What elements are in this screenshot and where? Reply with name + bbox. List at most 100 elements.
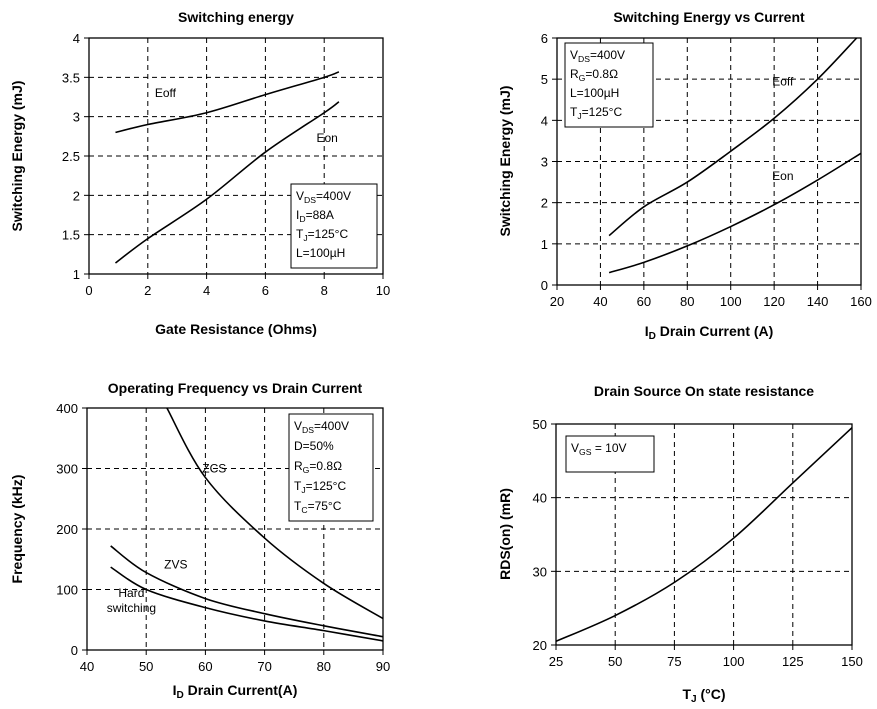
series-annotation: Eoff (772, 74, 794, 88)
y-axis-label: Switching Energy (mJ) (497, 86, 513, 237)
y-tick-label: 30 (533, 564, 547, 579)
chart-title: Operating Frequency vs Drain Current (108, 380, 363, 396)
series-line-eoff (115, 71, 340, 134)
series-annotation: Hard (118, 586, 144, 600)
x-tick-label: 50 (608, 654, 622, 669)
x-tick-label: 40 (80, 659, 94, 674)
series-annotation: switching (107, 601, 156, 615)
y-tick-label: 3 (541, 155, 548, 170)
chart-3: Operating Frequency vs Drain Current 40 50… (9, 380, 390, 701)
conditions-box-frame (290, 183, 378, 269)
conditions-box-frame (565, 435, 655, 473)
x-axis-label: ID Drain Current(A) (173, 682, 298, 701)
y-tick-label: 6 (541, 31, 548, 46)
conditions-line: RG=0.8Ω (570, 67, 618, 83)
y-tick-label: 1 (541, 237, 548, 252)
y-tick-label: 2 (541, 196, 548, 211)
series-annotation: Eoff (155, 86, 177, 100)
x-tick-label: 25 (549, 654, 563, 669)
chart-title: Switching Energy vs Current (613, 9, 805, 25)
series-line-zvs (110, 545, 384, 638)
series-line-eoff (608, 37, 858, 237)
y-tick-label: 300 (56, 462, 78, 477)
x-axis-label: ID Drain Current (A) (645, 323, 774, 342)
x-tick-label: 140 (807, 294, 829, 309)
x-tick-label: 100 (720, 294, 742, 309)
conditions-line: TJ=125°C (296, 227, 348, 243)
x-tick-label: 4 (203, 283, 210, 298)
series-line-rdson (555, 427, 853, 643)
x-axis-label: TJ (°C) (682, 686, 725, 705)
y-tick-label: 4 (73, 31, 80, 46)
x-tick-label: 125 (782, 654, 804, 669)
x-tick-label: 60 (198, 659, 212, 674)
conditions-line: TJ=125°C (570, 105, 622, 121)
conditions-line: VDS=400V (296, 189, 351, 205)
conditions-line: ID=88A (296, 208, 334, 224)
y-tick-label: 50 (533, 417, 547, 432)
conditions-line: VGS = 10V (571, 441, 627, 457)
x-tick-label: 60 (637, 294, 651, 309)
y-tick-label: 2 (73, 188, 80, 203)
x-tick-label: 8 (321, 283, 328, 298)
series-annotation: Eon (316, 131, 337, 145)
y-tick-label: 400 (56, 401, 78, 416)
x-axis-label: Gate Resistance (Ohms) (155, 321, 317, 337)
x-tick-label: 6 (262, 283, 269, 298)
x-tick-label: 150 (841, 654, 863, 669)
chart-title: Drain Source On state resistance (594, 383, 814, 399)
conditions-line: VDS=400V (294, 419, 349, 435)
y-tick-label: 200 (56, 522, 78, 537)
conditions-line: TC=75°C (294, 499, 342, 515)
series-annotation: ZCS (202, 462, 226, 476)
x-tick-label: 160 (850, 294, 872, 309)
y-axis-label: Switching Energy (mJ) (9, 81, 25, 232)
conditions-line: D=50% (294, 439, 334, 453)
conditions-box-frame (564, 42, 654, 128)
series-annotation: Eon (772, 169, 793, 183)
y-axis-label: Frequency (kHz) (9, 475, 25, 584)
y-tick-label: 0 (71, 643, 78, 658)
y-tick-label: 3.5 (62, 70, 80, 85)
chart-title: Switching energy (178, 9, 294, 25)
y-tick-label: 2.5 (62, 149, 80, 164)
plot-frame (555, 423, 853, 646)
y-tick-label: 5 (541, 72, 548, 87)
series-line-eon (608, 152, 862, 274)
x-tick-label: 80 (680, 294, 694, 309)
y-axis-label: RDS(on) (mR) (497, 488, 513, 580)
series-annotation: ZVS (164, 557, 187, 571)
conditions-line: RG=0.8Ω (294, 459, 342, 475)
y-tick-label: 100 (56, 583, 78, 598)
y-tick-label: 1.5 (62, 228, 80, 243)
y-tick-label: 40 (533, 491, 547, 506)
series-line-eon (114, 101, 340, 264)
y-tick-label: 4 (541, 113, 548, 128)
conditions-box-frame (288, 413, 374, 522)
x-tick-label: 2 (144, 283, 151, 298)
chart-1: Switching energy 0 2 4 6 8 10 1 1.5 2 2.5 3 3.5 4 Gate… (9, 9, 390, 337)
x-tick-label: 10 (376, 283, 390, 298)
conditions-line: TJ=125°C (294, 479, 346, 495)
y-tick-label: 20 (533, 638, 547, 653)
y-tick-label: 0 (541, 278, 548, 293)
x-tick-label: 75 (667, 654, 681, 669)
x-tick-label: 90 (376, 659, 390, 674)
y-tick-label: 3 (73, 110, 80, 125)
x-tick-label: 50 (139, 659, 153, 674)
x-tick-label: 0 (85, 283, 92, 298)
conditions-box: VDS=400V RG=0.8Ω L=100µH TJ=125°C (564, 42, 654, 128)
series-line-hard-switching (110, 566, 384, 642)
chart-4: Drain Source On state resistance 25 50 75 10… (497, 383, 863, 705)
x-tick-label: 80 (317, 659, 331, 674)
conditions-box: VDS=400V ID=88A TJ=125°C L=100µH (290, 183, 378, 269)
x-tick-label: 120 (763, 294, 785, 309)
x-tick-label: 100 (723, 654, 745, 669)
conditions-line: L=100µH (570, 86, 619, 100)
conditions-line: L=100µH (296, 246, 345, 260)
y-tick-label: 1 (73, 267, 80, 282)
x-tick-label: 20 (550, 294, 564, 309)
conditions-line: VDS=400V (570, 48, 625, 64)
